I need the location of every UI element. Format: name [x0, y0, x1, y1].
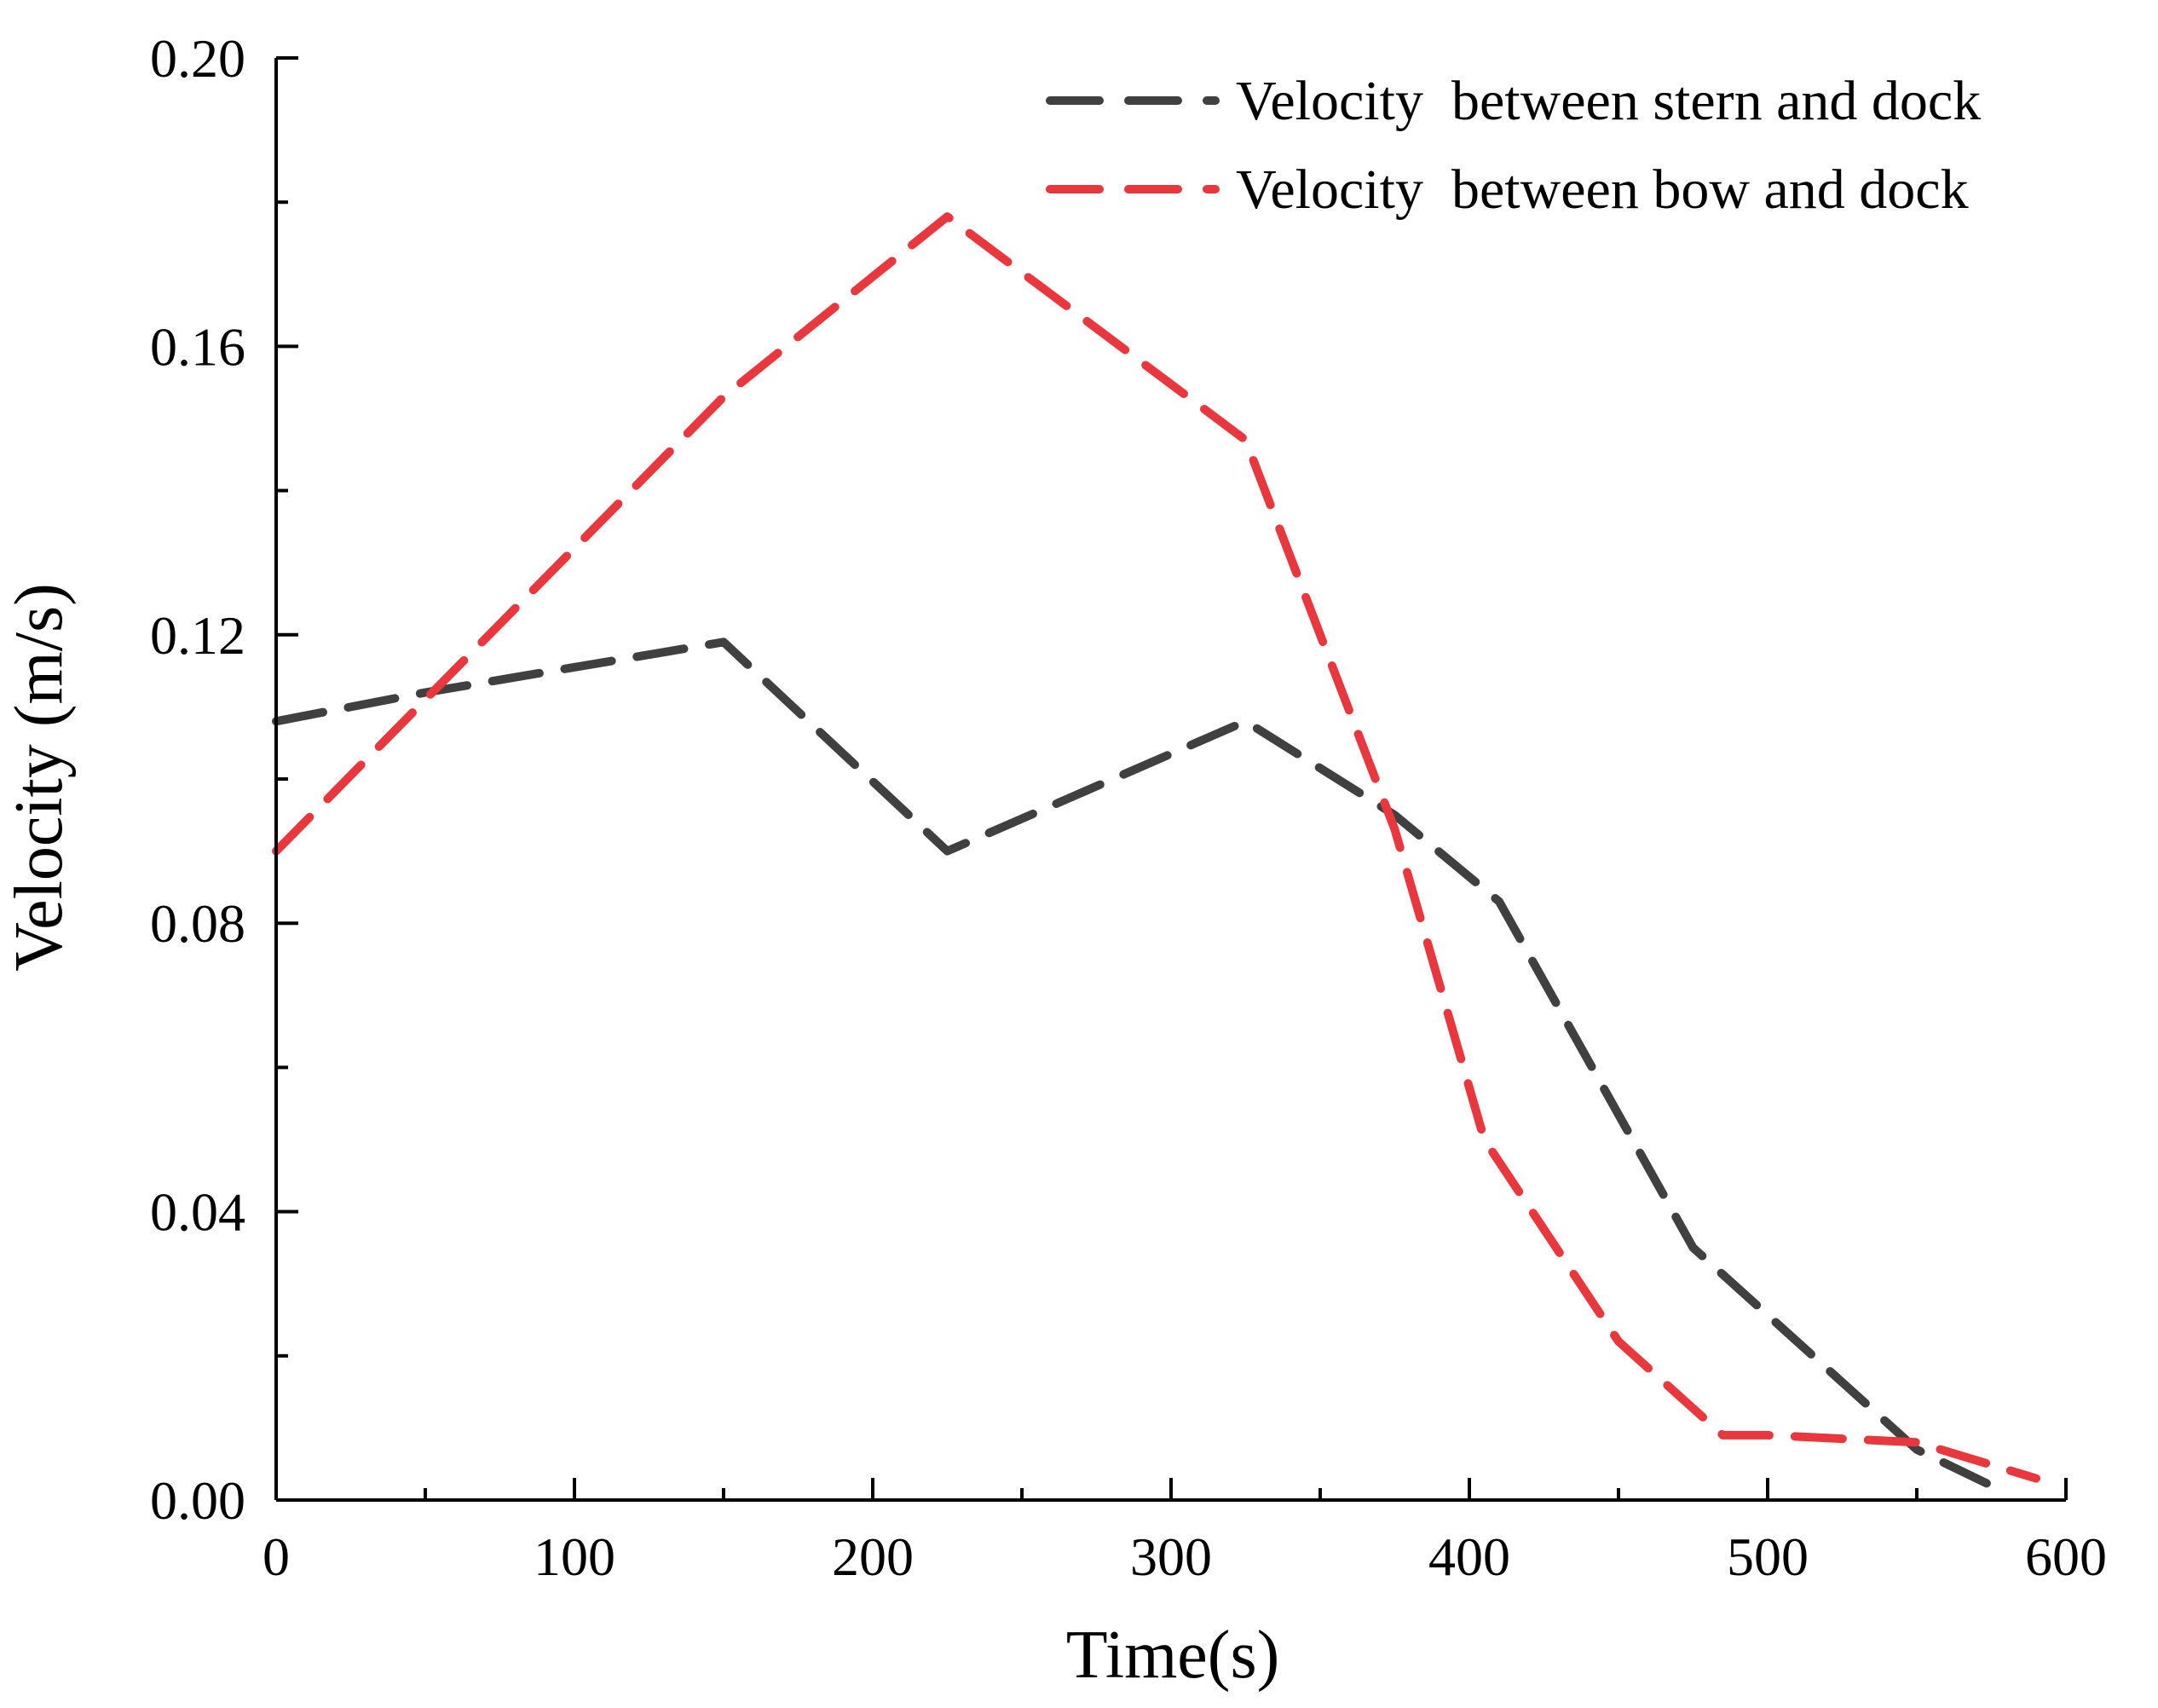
x-tick-label: 400 — [1428, 1526, 1510, 1587]
y-tick-label: 0.12 — [150, 605, 245, 666]
y-axis-title: Velocity (m/s) — [2, 583, 77, 971]
y-tick-label: 0.20 — [150, 28, 245, 89]
y-tick-label: 0.04 — [150, 1182, 245, 1243]
series-layer — [272, 212, 2040, 1497]
x-tick-label: 0 — [263, 1526, 290, 1587]
legend: Velocity between stern and dock Velocity … — [1046, 70, 1981, 221]
y-tick-label: 0.00 — [150, 1470, 245, 1531]
x-tick-label: 500 — [1727, 1526, 1809, 1587]
x-tick-label: 300 — [1130, 1526, 1212, 1587]
series-line-1 — [272, 638, 2011, 1497]
axes: 0 100 200 300 400 500 600 0.00 0.04 0.08 0.12 0.16 0… — [150, 28, 2107, 1587]
x-tick-label: 100 — [534, 1526, 615, 1587]
legend-label-2: Velocity between bow and dock — [1236, 159, 1969, 221]
series-line-2 — [272, 212, 2040, 1483]
y-tick-label: 0.08 — [150, 893, 245, 954]
x-tick-label: 200 — [832, 1526, 914, 1587]
y-tick-label: 0.16 — [150, 316, 245, 377]
legend-label-1: Velocity between stern and dock — [1236, 70, 1981, 132]
x-tick-label: 600 — [2025, 1526, 2107, 1587]
x-axis-title: Time(s) — [1066, 1618, 1279, 1693]
